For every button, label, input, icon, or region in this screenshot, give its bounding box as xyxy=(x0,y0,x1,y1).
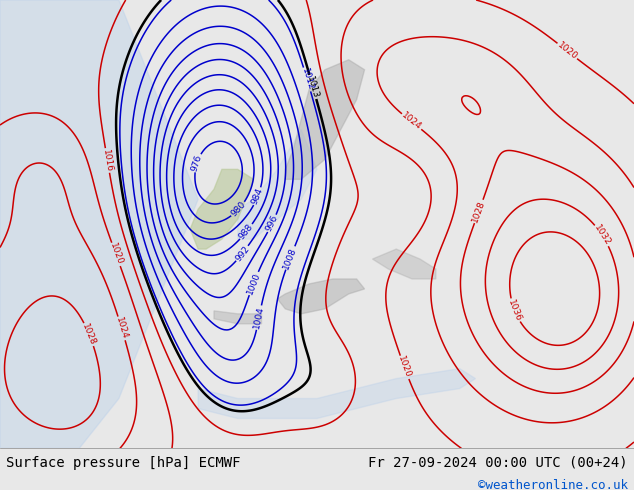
Polygon shape xyxy=(190,170,254,249)
Polygon shape xyxy=(198,368,476,418)
Text: 1016: 1016 xyxy=(101,148,113,172)
Text: 1000: 1000 xyxy=(245,271,262,296)
Text: 1013: 1013 xyxy=(306,74,320,99)
Polygon shape xyxy=(214,311,261,324)
Text: 1004: 1004 xyxy=(252,305,266,330)
Text: 1036: 1036 xyxy=(506,298,523,323)
Text: Surface pressure [hPa] ECMWF: Surface pressure [hPa] ECMWF xyxy=(6,456,241,470)
Text: ©weatheronline.co.uk: ©weatheronline.co.uk xyxy=(477,479,628,490)
Text: 1020: 1020 xyxy=(555,40,579,62)
Text: 1012: 1012 xyxy=(299,67,314,92)
Text: 1024: 1024 xyxy=(400,111,424,132)
Text: 988: 988 xyxy=(237,222,256,241)
Text: 1028: 1028 xyxy=(81,322,98,347)
Polygon shape xyxy=(278,279,365,314)
Text: 1032: 1032 xyxy=(592,223,612,247)
Text: 992: 992 xyxy=(233,244,251,263)
Text: Fr 27-09-2024 00:00 UTC (00+24): Fr 27-09-2024 00:00 UTC (00+24) xyxy=(368,456,628,470)
Text: 976: 976 xyxy=(190,153,204,172)
Text: 984: 984 xyxy=(250,187,265,206)
Text: 1020: 1020 xyxy=(396,355,413,380)
Text: 996: 996 xyxy=(264,214,280,233)
Polygon shape xyxy=(0,0,198,448)
Polygon shape xyxy=(238,129,317,239)
Text: 980: 980 xyxy=(229,200,247,219)
Text: 1008: 1008 xyxy=(282,245,299,270)
Polygon shape xyxy=(373,249,436,279)
Polygon shape xyxy=(285,60,365,179)
Text: 1028: 1028 xyxy=(470,199,487,224)
Text: 1020: 1020 xyxy=(108,242,124,267)
Text: 1024: 1024 xyxy=(114,316,129,341)
